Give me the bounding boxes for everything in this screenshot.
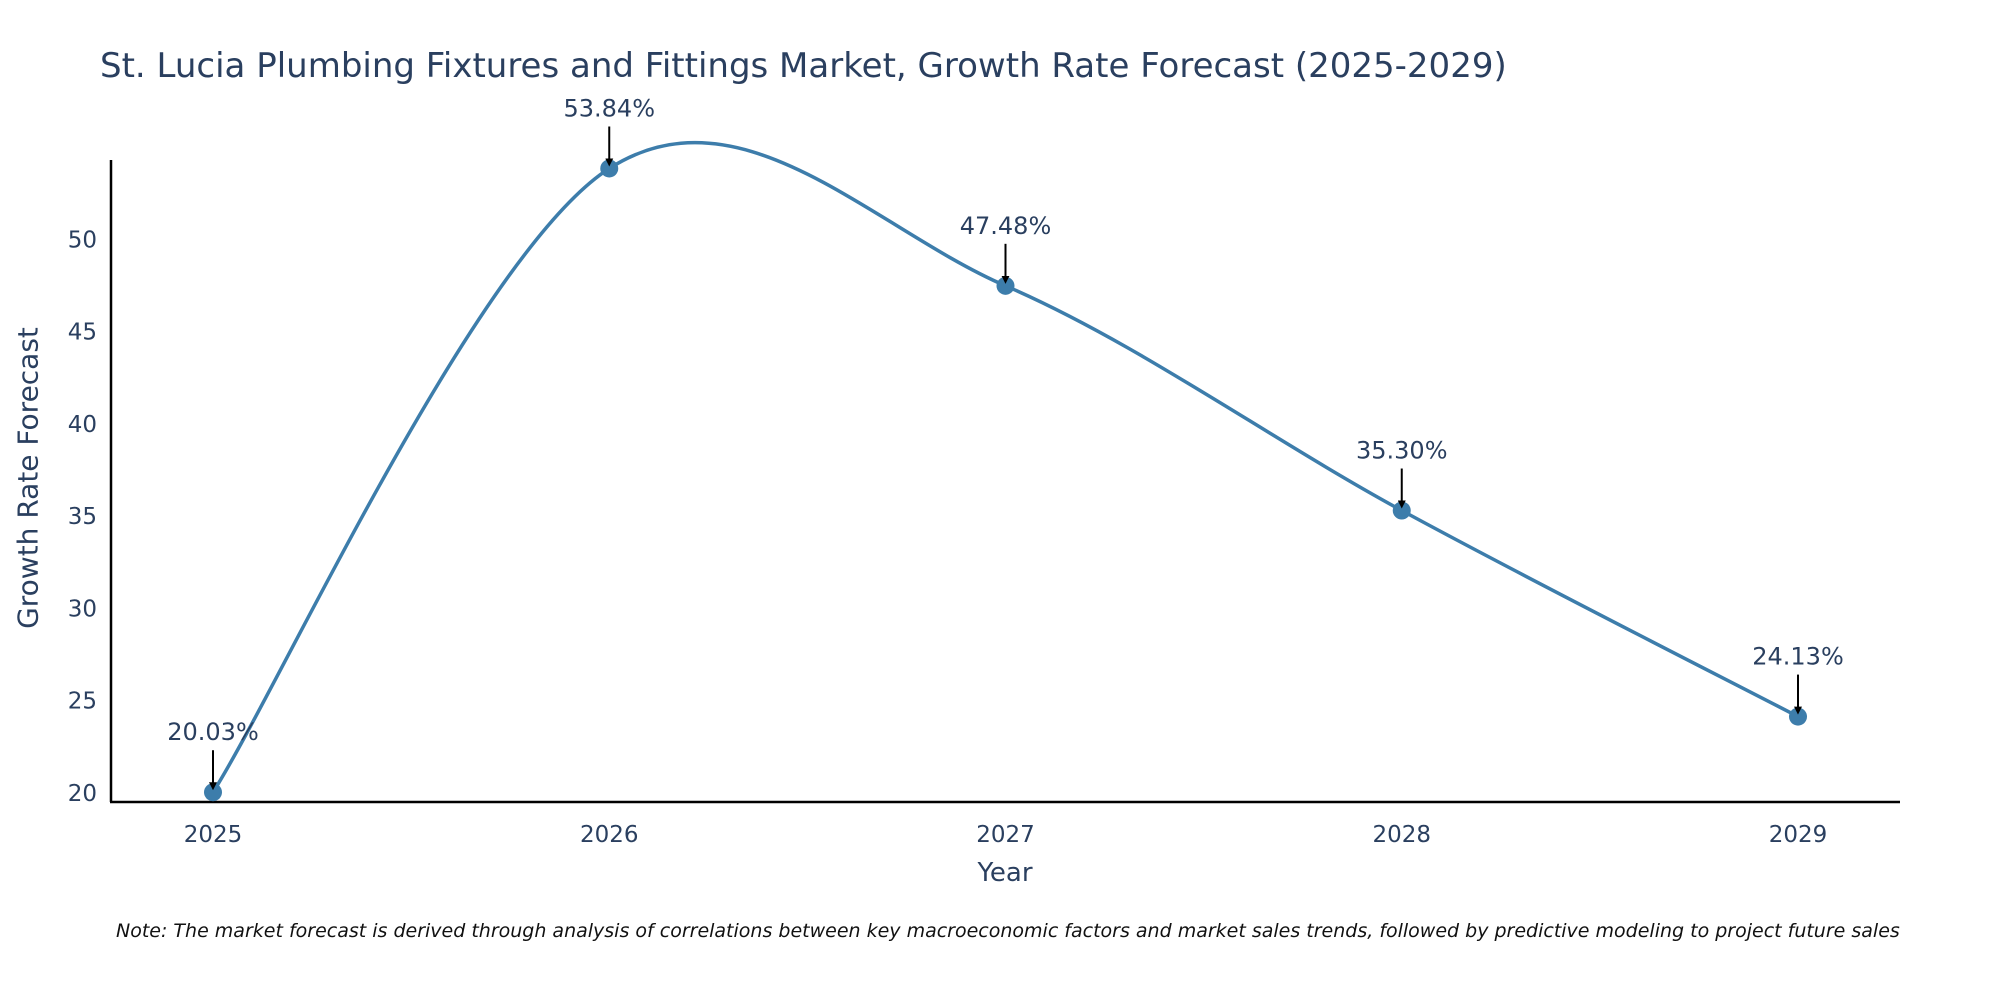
x-tick-label: 2025 [184,822,243,848]
annotation-2027: 47.48% [960,212,1052,284]
data-point-2029 [1789,707,1807,726]
annotation-2025: 20.03% [167,718,259,791]
x-tick-label: 2028 [1372,822,1431,848]
x-tick-labels: 2025 2026 2027 2028 2029 [184,822,1828,848]
y-tick-label: 25 [68,689,97,715]
data-point-2026 [600,159,619,178]
annotation-2028: 35.30% [1356,437,1448,509]
footnote: Note: The market forecast is derived thr… [116,920,1900,942]
y-tick-labels: 20 25 30 35 40 45 50 [68,227,97,806]
data-label: 35.30% [1356,437,1448,465]
y-tick-label: 40 [68,412,97,438]
data-points [204,159,1807,802]
x-axis-title: Year [977,858,1033,888]
data-label: 24.13% [1752,643,1844,671]
series-line [211,140,1799,794]
data-point-2027 [996,276,1015,295]
data-point-2025 [204,783,222,802]
y-tick-label: 45 [68,320,97,346]
y-tick-label: 50 [68,227,97,253]
data-annotations: 20.03% 53.84% 47.48% 35.30% 24.13% [167,94,1844,791]
y-tick-label: 20 [68,781,97,807]
data-label: 47.48% [960,212,1052,240]
x-tick-label: 2029 [1769,822,1828,848]
x-tick-label: 2027 [976,822,1035,848]
y-tick-label: 30 [68,596,97,622]
annotation-2026: 53.84% [563,94,655,167]
data-label: 20.03% [167,718,259,746]
x-tick-label: 2026 [580,822,639,848]
y-axis-title: Growth Rate Forecast [11,327,45,629]
annotation-2029: 24.13% [1752,643,1844,715]
data-point-2028 [1392,501,1411,520]
chart-title: St. Lucia Plumbing Fixtures and Fittings… [100,46,1507,86]
data-label: 53.84% [563,94,655,122]
y-tick-label: 35 [68,504,97,530]
